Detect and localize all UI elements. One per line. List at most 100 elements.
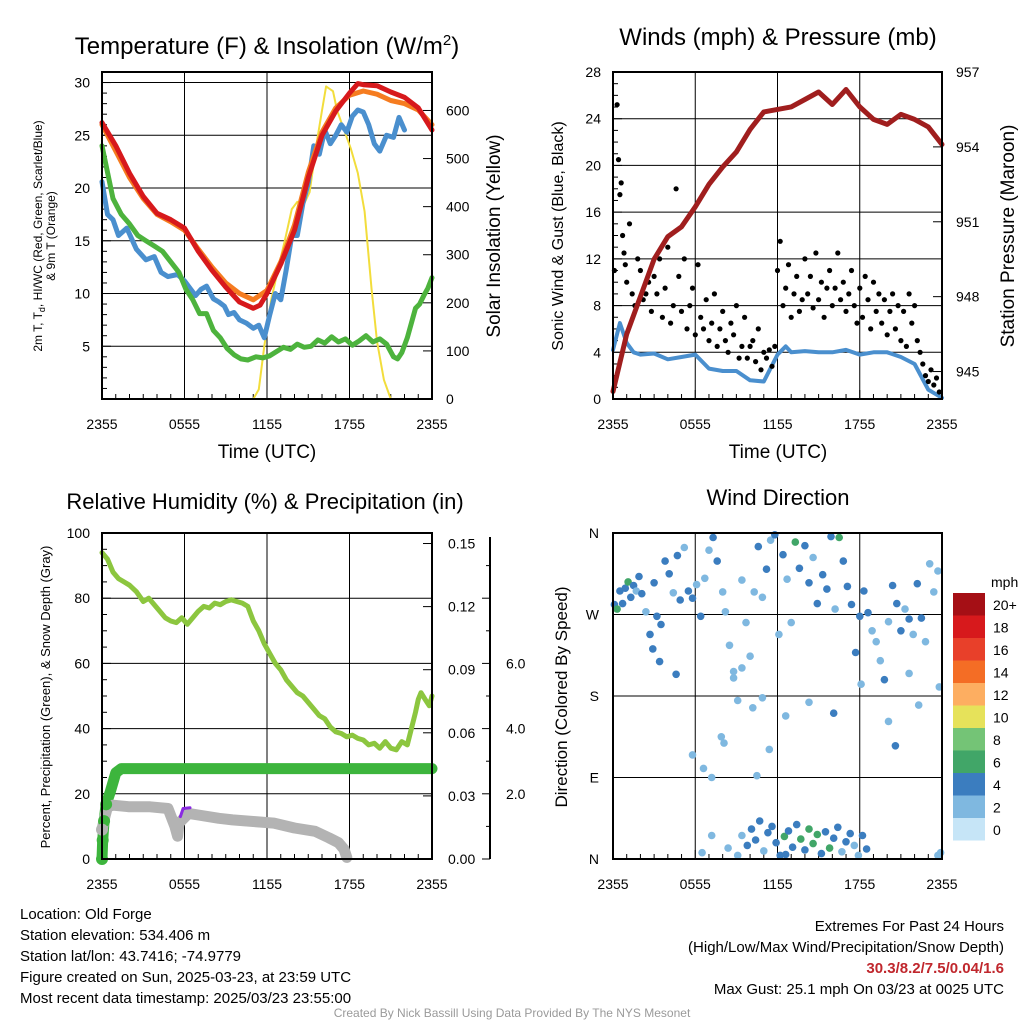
wdir-ytick-label: N (589, 851, 599, 867)
recent-timestamp: Most recent data timestamp: 2025/03/23 2… (20, 990, 352, 1007)
gust-point (700, 326, 707, 332)
gust-point (659, 314, 666, 320)
wdir-point (888, 581, 897, 590)
gust-point (890, 291, 896, 297)
wdir-point (876, 656, 885, 665)
wdir-xtick-label: 1755 (844, 876, 875, 892)
gust-point (689, 285, 696, 291)
legend-label: 4 (993, 777, 1001, 793)
gust-point (821, 314, 827, 320)
wdir-point (743, 841, 752, 850)
wdir-xtick-label: 2355 (926, 876, 957, 892)
rh-ytick-label: 60 (74, 655, 90, 671)
gust-point (687, 303, 693, 309)
gust-point (614, 102, 620, 108)
wdir-point (791, 538, 800, 546)
temp-grid (101, 72, 433, 399)
wdir-point (801, 846, 809, 854)
wdir-point (901, 605, 909, 613)
gust-point (736, 355, 742, 361)
wdir-point (705, 546, 713, 554)
gust-point (829, 303, 835, 309)
gust-point (670, 303, 676, 309)
gust-point (654, 291, 660, 297)
wdir-point (754, 542, 763, 551)
gust-point (906, 291, 912, 297)
legend-title: mph (991, 574, 1018, 590)
winds-ytick-label: 4 (593, 344, 601, 360)
wdir-point (880, 675, 889, 684)
temp-ylabel: 2m T, Td, HI/WC (Red, Green, Scarlet/Blu… (31, 120, 58, 351)
gust-point (884, 332, 890, 338)
station-elevation: Station elevation: 534.406 m (20, 927, 211, 944)
wdir-point (751, 836, 760, 844)
temp-y2tick-label: 100 (446, 343, 470, 359)
legend-swatch (953, 638, 985, 661)
wdir-point (758, 694, 767, 702)
gust-point (703, 297, 709, 303)
wdir-xtick-label: 2355 (597, 876, 628, 892)
gust-point (622, 262, 628, 268)
legend-swatch (953, 773, 985, 796)
rh-ytick-label: 80 (74, 590, 90, 606)
temp-ytick-label: 15 (74, 233, 90, 249)
precip-point (100, 798, 113, 811)
gust-point (725, 349, 731, 355)
wdir-point (621, 584, 630, 592)
legend-label: 8 (993, 732, 1001, 748)
gust-point (857, 285, 863, 291)
gust-point (914, 338, 920, 344)
wdir-point (847, 600, 856, 609)
wdir-point (827, 532, 835, 541)
wdir-point (905, 615, 913, 623)
gust-point (772, 343, 778, 349)
wdir-point (829, 834, 838, 842)
gust-point (668, 320, 674, 326)
winds-title: Winds (mph) & Pressure (mb) (619, 24, 936, 51)
wdir-point (834, 823, 842, 832)
gust-point (755, 326, 761, 332)
gust-point (731, 332, 737, 338)
gust-point (892, 326, 899, 332)
wdir-point (821, 828, 830, 836)
wdir-point (772, 838, 780, 847)
gust-point (684, 326, 690, 332)
wdir-point (696, 612, 705, 621)
gust-point (665, 244, 671, 250)
wdir-point (783, 575, 791, 583)
temp-y2tick-label: 200 (446, 295, 470, 311)
wdir-point (909, 630, 917, 639)
wdir-point (709, 533, 717, 542)
gust-point (733, 303, 740, 309)
gust-point (744, 355, 750, 361)
rh-y2tick-label: 0.09 (448, 662, 475, 678)
wdir-point (758, 593, 767, 602)
wdir-point (813, 599, 822, 608)
wdir-point (868, 627, 876, 635)
gust-point (931, 382, 937, 388)
wdir-point (764, 828, 772, 837)
wdir-point (749, 704, 757, 712)
wdir-point (860, 587, 868, 595)
temp-ytick-label: 10 (74, 286, 90, 302)
gust-point (629, 291, 635, 297)
gust-point (763, 355, 770, 361)
gust-point (722, 338, 729, 344)
gust-point (739, 343, 745, 349)
wdir-ytick-label: E (590, 770, 599, 786)
wdir-point (872, 637, 880, 646)
gust-point (758, 367, 764, 373)
winds-series-maroon (610, 87, 945, 394)
gust-point (824, 285, 830, 291)
gust-point (870, 279, 877, 285)
winds-y2tick-label: 957 (956, 64, 980, 80)
wdir-point (720, 739, 728, 747)
legend-swatch (953, 795, 985, 818)
wdir-point (642, 608, 650, 616)
extremes-legend: (High/Low/Max Wind/Precipitation/Snow De… (688, 939, 1004, 956)
gust-point (711, 291, 718, 297)
wdir-point (905, 669, 913, 678)
gust-point (678, 308, 685, 314)
rh-xtick-label: 1755 (334, 876, 365, 892)
wdir-point (825, 844, 834, 852)
